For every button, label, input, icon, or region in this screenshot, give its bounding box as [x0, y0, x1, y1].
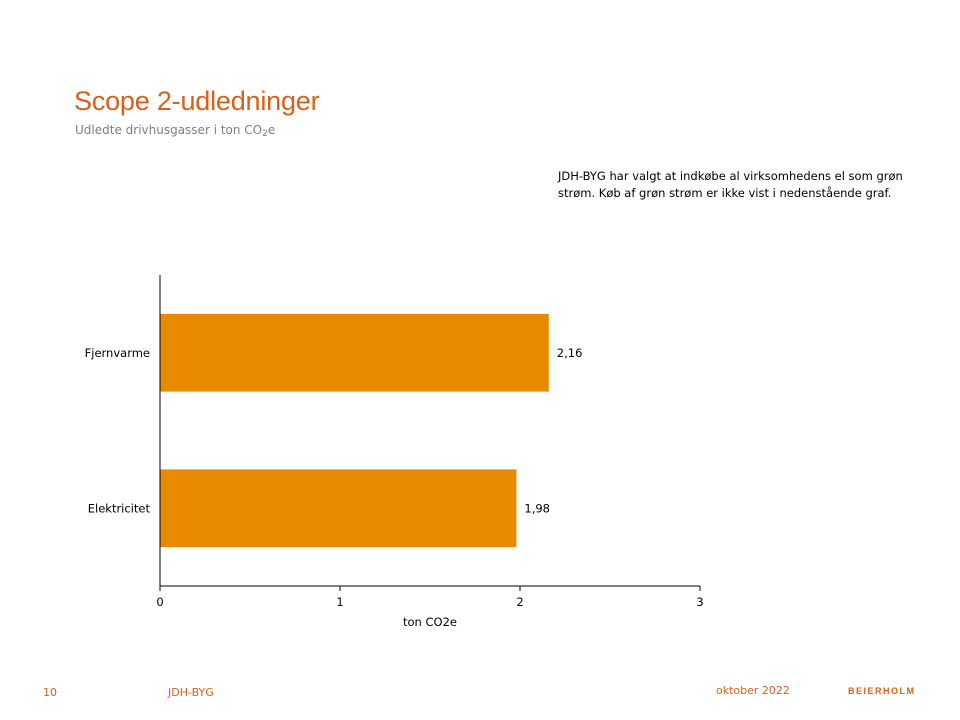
x-tick-label: 2 — [516, 595, 523, 609]
x-tick-label: 0 — [156, 595, 163, 609]
subtitle-suffix: e — [267, 123, 276, 137]
category-label: Elektricitet — [88, 501, 151, 515]
x-axis-title: ton CO2e — [403, 615, 457, 629]
green-power-note: JDH-BYG har valgt at indkøbe al virksomh… — [558, 169, 903, 200]
page-subtitle: Udledte drivhusgasser i ton CO2e — [75, 123, 275, 139]
beierholm-logo: BEIERHOLM — [848, 686, 916, 696]
data-label: 1,98 — [524, 501, 550, 515]
data-label: 2,16 — [557, 346, 583, 360]
category-label: Fjernvarme — [85, 346, 150, 360]
x-tick-label: 1 — [336, 595, 343, 609]
footer-client: JDH-BYG — [168, 686, 214, 699]
subtitle-subscript: 2 — [262, 129, 268, 139]
bar-fjernvarme — [160, 313, 549, 392]
page-number: 10 — [43, 686, 57, 699]
x-tick-label: 3 — [696, 595, 703, 609]
page-title: Scope 2-udledninger — [74, 86, 320, 116]
subtitle-text: Udledte drivhusgasser i ton CO — [75, 123, 263, 137]
bar-elektricitet — [160, 469, 517, 548]
footer-date: oktober 2022 — [716, 684, 790, 697]
